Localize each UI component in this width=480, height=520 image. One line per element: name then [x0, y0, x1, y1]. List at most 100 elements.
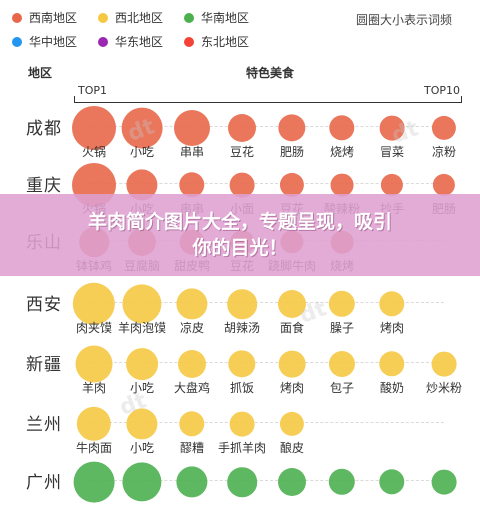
frequency-circle	[379, 291, 405, 317]
frequency-circle	[179, 172, 205, 198]
frequency-circle	[122, 284, 162, 324]
legend-dot	[12, 13, 22, 23]
frequency-circle	[328, 350, 356, 378]
rank-start-label: TOP1	[78, 84, 108, 97]
frequency-circle	[278, 468, 306, 496]
food-label: 小吃	[129, 145, 155, 159]
legend-item-east: 华东地区	[98, 35, 163, 49]
frequency-circle	[176, 288, 208, 320]
food-label: 手抓羊肉	[217, 441, 267, 455]
region-name: 重庆	[26, 176, 62, 196]
legend-item-northeast: 东北地区	[184, 35, 249, 49]
rank-axis-line	[74, 102, 462, 103]
banner-line-2: 你的目光！	[192, 237, 288, 259]
food-label: 羊肉泡馍	[117, 321, 167, 335]
food-label: 酿皮	[279, 441, 305, 455]
row-guide-line	[84, 302, 444, 303]
rank-axis-tick-start	[74, 96, 75, 102]
promo-banner[interactable]: 羊肉简介图片大全，专题呈现，吸引 你的目光！	[0, 194, 480, 276]
rank-axis-tick-end	[461, 96, 462, 102]
frequency-circle	[278, 290, 306, 318]
region-row: 新疆羊肉 小吃 大盘鸡 抓饭 烤肉 包子 酸奶 炒米粉	[0, 342, 480, 402]
food-label: 包子	[329, 381, 355, 395]
legend-label: 东北地区	[201, 35, 250, 49]
legend-dot	[98, 37, 108, 47]
legend-item-southwest: 西南地区	[12, 11, 77, 25]
frequency-circle	[126, 408, 158, 440]
food-label: 面食	[279, 321, 305, 335]
food-column-header: 特色美食	[245, 66, 294, 80]
region-name: 新疆	[26, 355, 62, 375]
region-name: 西安	[26, 295, 62, 315]
food-label: 羊肉	[81, 381, 107, 395]
frequency-circle	[122, 462, 162, 502]
food-label: 小吃	[129, 381, 155, 395]
legend-item-south: 华南地区	[184, 11, 249, 25]
frequency-circle	[229, 411, 255, 437]
frequency-circle	[228, 350, 256, 378]
food-label: 肥肠	[279, 145, 305, 159]
food-label: 大盘鸡	[173, 381, 211, 395]
frequency-circle	[174, 110, 210, 146]
frequency-circle	[227, 467, 257, 497]
rank-end-label: TOP10	[424, 84, 461, 97]
frequency-circle	[431, 351, 457, 377]
frequency-circle	[278, 114, 306, 142]
frequency-circle	[73, 461, 115, 503]
frequency-circle	[330, 173, 354, 197]
frequency-circle	[432, 173, 456, 197]
row-guide-line	[84, 183, 444, 184]
frequency-circle	[121, 107, 163, 149]
row-guide-line	[84, 126, 444, 127]
food-label: 肉夹馍	[75, 321, 113, 335]
frequency-circle	[328, 468, 356, 496]
size-note: 圆圈大小表示词频	[356, 13, 453, 27]
region-row: 兰州 牛肉面 小吃 醪糟 手抓羊肉 酿皮	[0, 402, 480, 462]
frequency-circle	[126, 348, 158, 380]
frequency-circle	[176, 466, 208, 498]
food-label: 豆花	[229, 145, 255, 159]
region-row: 西安 肉夹馍 羊肉泡馍 凉皮 胡辣汤 面食 臊子 烤肉	[0, 282, 480, 342]
food-label: 胡辣汤	[223, 321, 261, 335]
frequency-circle	[72, 282, 116, 326]
frequency-circle	[179, 411, 205, 437]
frequency-circle	[379, 469, 405, 495]
region-row: 广州	[0, 460, 480, 520]
region-name: 广州	[26, 473, 62, 493]
frequency-circle	[329, 115, 355, 141]
food-label: 冒菜	[379, 145, 405, 159]
frequency-circle	[72, 106, 116, 150]
legend-dot	[12, 37, 22, 47]
food-label: 抓饭	[229, 381, 255, 395]
region-row: 成都 火锅 小吃 串串 豆花 肥肠 烧烤 冒菜 凉粉	[0, 106, 480, 166]
food-label: 小吃	[129, 441, 155, 455]
food-label: 醪糟	[179, 441, 205, 455]
region-column-header: 地区	[28, 66, 53, 80]
legend-dot	[184, 37, 194, 47]
legend-label: 西北地区	[115, 11, 164, 25]
food-label: 串串	[179, 145, 205, 159]
region-name: 成都	[26, 119, 62, 139]
food-label: 牛肉面	[75, 441, 113, 455]
frequency-circle	[75, 345, 113, 383]
frequency-circle	[178, 350, 206, 378]
food-label: 臊子	[329, 321, 355, 335]
region-name: 兰州	[26, 415, 62, 435]
food-label: 烤肉	[279, 381, 305, 395]
banner-line-1: 羊肉简介图片大全，专题呈现，吸引	[87, 211, 392, 233]
frequency-circle	[379, 351, 405, 377]
legend-label: 华东地区	[115, 35, 164, 49]
legend-item-central: 华中地区	[12, 35, 77, 49]
frequency-circle	[227, 289, 257, 319]
frequency-circle	[278, 350, 306, 378]
frequency-circle	[228, 114, 256, 142]
frequency-circle	[76, 406, 112, 442]
legend-dot	[184, 13, 194, 23]
legend-dot	[98, 13, 108, 23]
frequency-circle	[279, 411, 305, 437]
row-guide-line	[84, 422, 444, 423]
food-label: 炒米粉	[425, 381, 463, 395]
food-label: 凉皮	[179, 321, 205, 335]
food-label: 酸奶	[379, 381, 405, 395]
frequency-circle	[431, 115, 457, 141]
